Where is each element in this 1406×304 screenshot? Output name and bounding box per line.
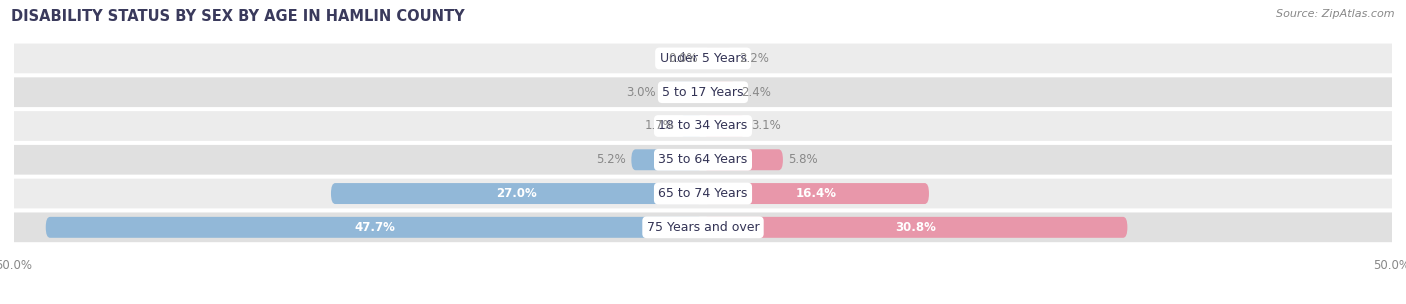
Text: 3.0%: 3.0% [627,86,657,99]
Text: 5.8%: 5.8% [789,153,818,166]
Text: 5 to 17 Years: 5 to 17 Years [662,86,744,99]
Text: 1.7%: 1.7% [644,119,673,133]
FancyBboxPatch shape [703,149,783,170]
FancyBboxPatch shape [662,82,703,103]
FancyBboxPatch shape [703,116,745,136]
Text: 30.8%: 30.8% [894,221,935,234]
FancyBboxPatch shape [1,111,1405,141]
Text: 0.0%: 0.0% [668,52,697,65]
FancyBboxPatch shape [1,179,1405,209]
Text: 3.1%: 3.1% [751,119,780,133]
Text: 65 to 74 Years: 65 to 74 Years [658,187,748,200]
Text: 47.7%: 47.7% [354,221,395,234]
Legend: Male, Female: Male, Female [637,301,769,304]
Text: DISABILITY STATUS BY SEX BY AGE IN HAMLIN COUNTY: DISABILITY STATUS BY SEX BY AGE IN HAMLI… [11,9,465,24]
FancyBboxPatch shape [330,183,703,204]
FancyBboxPatch shape [1,145,1405,174]
Text: 75 Years and over: 75 Years and over [647,221,759,234]
FancyBboxPatch shape [1,212,1405,242]
FancyBboxPatch shape [631,149,703,170]
FancyBboxPatch shape [703,183,929,204]
FancyBboxPatch shape [679,116,703,136]
FancyBboxPatch shape [1,77,1405,107]
Text: 16.4%: 16.4% [796,187,837,200]
Text: 2.4%: 2.4% [741,86,772,99]
FancyBboxPatch shape [46,217,703,238]
Text: Under 5 Years: Under 5 Years [659,52,747,65]
Text: 18 to 34 Years: 18 to 34 Years [658,119,748,133]
FancyBboxPatch shape [703,217,1128,238]
Text: 2.2%: 2.2% [738,52,769,65]
Text: 5.2%: 5.2% [596,153,626,166]
Text: 27.0%: 27.0% [496,187,537,200]
FancyBboxPatch shape [1,43,1405,73]
FancyBboxPatch shape [703,48,734,69]
FancyBboxPatch shape [703,82,737,103]
Text: Source: ZipAtlas.com: Source: ZipAtlas.com [1277,9,1395,19]
Text: 35 to 64 Years: 35 to 64 Years [658,153,748,166]
